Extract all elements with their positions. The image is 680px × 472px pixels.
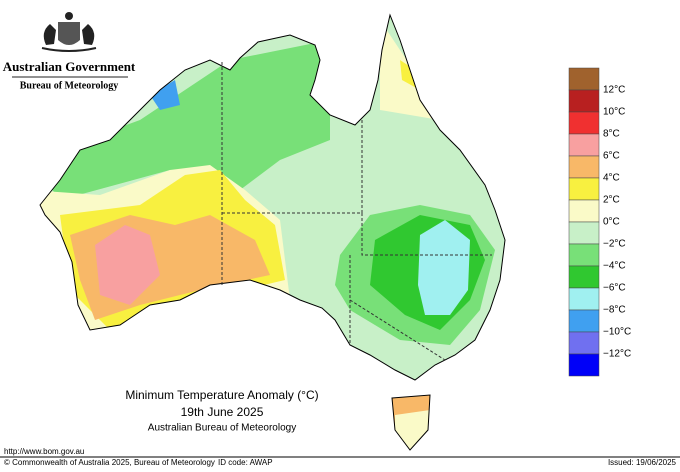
- agency-name: Bureau of Meteorology: [20, 80, 119, 91]
- issued: Issued: 19/06/2025: [608, 458, 677, 467]
- map-title: Minimum Temperature Anomaly (°C): [125, 388, 318, 402]
- url: http://www.bom.gov.au: [4, 447, 84, 456]
- legend-label: −2°C: [603, 239, 626, 250]
- legend-label: −8°C: [603, 305, 626, 316]
- legend-swatch: [568, 309, 600, 333]
- tasmania-coast: [391, 394, 431, 451]
- legend-swatch: [568, 67, 600, 91]
- legend-swatch: [568, 221, 600, 245]
- legend-swatch: [568, 353, 600, 377]
- legend-label: 12°C: [603, 85, 625, 96]
- legend-label: 6°C: [603, 151, 620, 162]
- legend-label: 8°C: [603, 129, 620, 140]
- legend-label: 4°C: [603, 173, 620, 184]
- legend: 12°C 10°C 8°C 6°C 4°C 2°C 0°C −2°C −4°C −6°C −8°C −…: [568, 67, 631, 377]
- government-name: Australian Government: [3, 59, 136, 74]
- legend-swatch: [568, 177, 600, 201]
- copyright: © Commonwealth of Australia 2025, Bureau…: [4, 458, 215, 467]
- legend-swatch: [568, 243, 600, 267]
- legend-swatch: [568, 287, 600, 311]
- legend-swatch: [568, 331, 600, 355]
- legend-swatch: [568, 89, 600, 113]
- legend-swatch: [568, 133, 600, 157]
- coat-of-arms: [41, 12, 97, 52]
- legend-label: 0°C: [603, 217, 620, 228]
- legend-swatch: [568, 265, 600, 289]
- id-code: ID code: AWAP: [218, 458, 273, 467]
- legend-swatch: [568, 111, 600, 135]
- map-source: Australian Bureau of Meteorology: [148, 423, 296, 434]
- legend-label: −12°C: [603, 349, 631, 360]
- state-borders: [221, 62, 492, 361]
- legend-label: 2°C: [603, 195, 620, 206]
- legend-label: 10°C: [603, 107, 625, 118]
- legend-swatch: [568, 155, 600, 179]
- legend-label: −10°C: [603, 327, 631, 338]
- legend-label: −6°C: [603, 283, 626, 294]
- legend-swatch: [568, 199, 600, 223]
- legend-label: −4°C: [603, 261, 626, 272]
- map-date: 19th June 2025: [181, 405, 264, 419]
